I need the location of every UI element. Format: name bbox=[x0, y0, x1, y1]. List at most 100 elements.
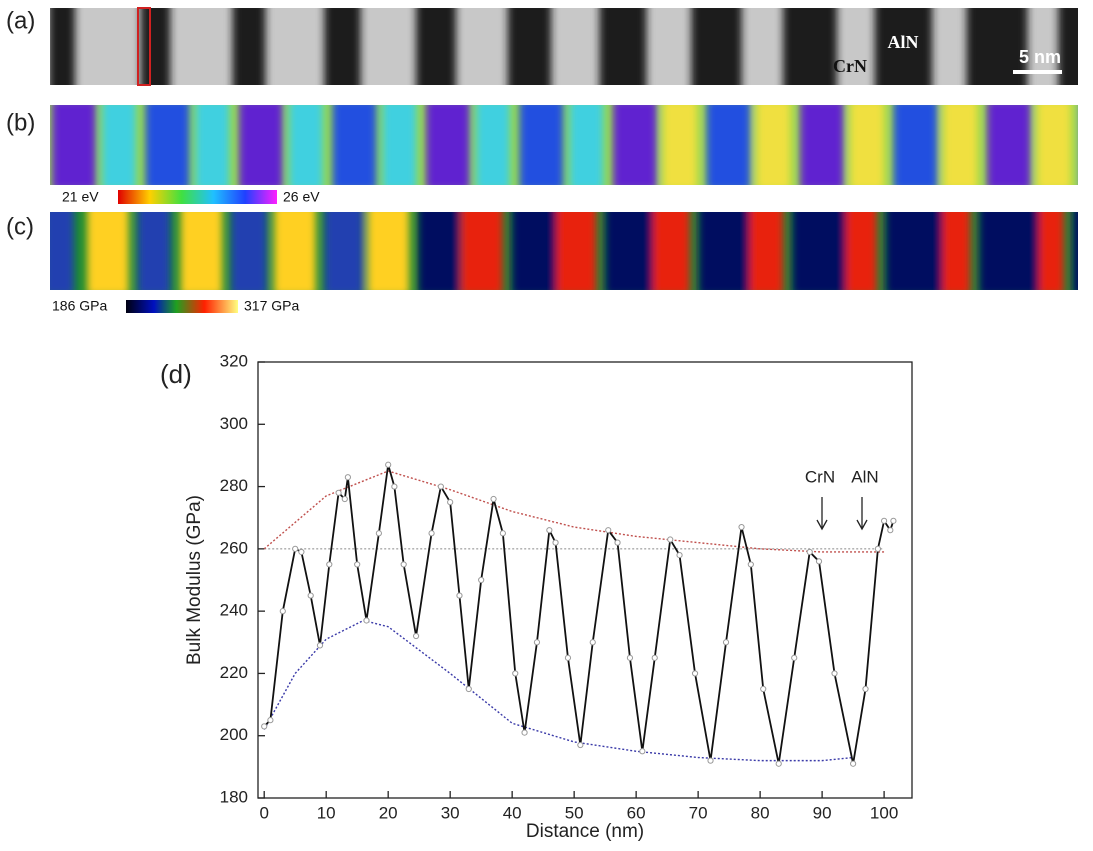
stem-image bbox=[49, 0, 1093, 100]
band bbox=[102, 100, 136, 190]
y-tick-label: 220 bbox=[220, 663, 248, 682]
x-tick-label: 20 bbox=[379, 803, 398, 822]
band bbox=[44, 205, 74, 295]
band bbox=[886, 205, 943, 295]
data-point bbox=[355, 562, 360, 567]
band bbox=[979, 205, 1039, 295]
band bbox=[87, 205, 129, 295]
band bbox=[52, 100, 96, 190]
band bbox=[426, 100, 470, 190]
data-point bbox=[500, 531, 505, 536]
data-point bbox=[640, 749, 645, 754]
dark-band bbox=[49, 0, 75, 100]
data-point bbox=[386, 462, 391, 467]
x-tick-label: 30 bbox=[441, 803, 460, 822]
band bbox=[181, 205, 223, 295]
x-tick-label: 40 bbox=[503, 803, 522, 822]
colorbar-label: 21 eV bbox=[62, 189, 99, 205]
band bbox=[648, 205, 690, 295]
data-point bbox=[491, 496, 496, 501]
band bbox=[512, 205, 557, 295]
y-tick-label: 300 bbox=[220, 414, 248, 433]
x-tick-label: 80 bbox=[751, 803, 770, 822]
band bbox=[476, 100, 510, 190]
y-axis-label: Bulk Modulus (GPa) bbox=[184, 495, 205, 665]
dark-band bbox=[691, 0, 742, 100]
data-point bbox=[776, 761, 781, 766]
modulus-map bbox=[44, 205, 1093, 295]
data-point bbox=[438, 484, 443, 489]
band bbox=[146, 100, 190, 190]
panel-label: (c) bbox=[6, 213, 34, 240]
band bbox=[944, 100, 978, 190]
colorbar-label: 186 GPa bbox=[52, 298, 107, 314]
layer-label: AlN bbox=[888, 32, 919, 52]
y-tick-label: 240 bbox=[220, 601, 248, 620]
band bbox=[383, 100, 417, 190]
annotation: CrN bbox=[805, 467, 835, 486]
band bbox=[520, 100, 564, 190]
layer-label: CrN bbox=[833, 56, 867, 76]
data-point bbox=[429, 531, 434, 536]
data-point bbox=[748, 562, 753, 567]
band bbox=[274, 205, 316, 295]
data-point bbox=[448, 500, 453, 505]
band bbox=[605, 205, 653, 295]
dark-band bbox=[783, 0, 837, 100]
band bbox=[850, 100, 884, 190]
data-point bbox=[308, 593, 313, 598]
dark-band bbox=[324, 0, 361, 100]
band bbox=[461, 205, 503, 295]
data-point bbox=[345, 475, 350, 480]
band bbox=[239, 100, 283, 190]
data-point bbox=[882, 518, 887, 523]
x-tick-label: 70 bbox=[689, 803, 708, 822]
data-point bbox=[401, 562, 406, 567]
data-point bbox=[807, 549, 812, 554]
band bbox=[570, 100, 604, 190]
y-tick-label: 320 bbox=[220, 351, 248, 370]
colorbar bbox=[118, 190, 277, 204]
colorbar-label: 26 eV bbox=[283, 189, 320, 205]
plot-frame bbox=[258, 362, 912, 798]
panel-label: (a) bbox=[6, 7, 35, 34]
data-point bbox=[891, 518, 896, 523]
data-point bbox=[565, 655, 570, 660]
data-point bbox=[590, 640, 595, 645]
data-point bbox=[376, 531, 381, 536]
data-point bbox=[708, 758, 713, 763]
data-point bbox=[627, 655, 632, 660]
band bbox=[894, 100, 938, 190]
data-point bbox=[888, 528, 893, 533]
data-point bbox=[606, 528, 611, 533]
data-point bbox=[513, 671, 518, 676]
data-point bbox=[615, 540, 620, 545]
band bbox=[792, 205, 846, 295]
band bbox=[699, 205, 750, 295]
panel-label: (b) bbox=[6, 109, 35, 136]
band bbox=[231, 205, 267, 295]
band bbox=[1037, 100, 1071, 190]
data-point bbox=[268, 718, 273, 723]
x-tick-label: 60 bbox=[627, 803, 646, 822]
band bbox=[418, 205, 460, 295]
data-point bbox=[553, 540, 558, 545]
data-point bbox=[466, 686, 471, 691]
data-point bbox=[692, 671, 697, 676]
x-tick-label: 100 bbox=[870, 803, 898, 822]
data-point bbox=[792, 655, 797, 660]
data-point bbox=[875, 546, 880, 551]
x-tick-label: 10 bbox=[317, 803, 336, 822]
data-point bbox=[299, 549, 304, 554]
data-point bbox=[723, 640, 728, 645]
dark-band bbox=[600, 0, 647, 100]
data-point bbox=[336, 490, 341, 495]
data-point bbox=[262, 724, 267, 729]
y-tick-label: 200 bbox=[220, 725, 248, 744]
envelope-line bbox=[264, 471, 884, 552]
data-line bbox=[264, 465, 893, 764]
data-point bbox=[863, 686, 868, 691]
dark-band bbox=[416, 0, 456, 100]
